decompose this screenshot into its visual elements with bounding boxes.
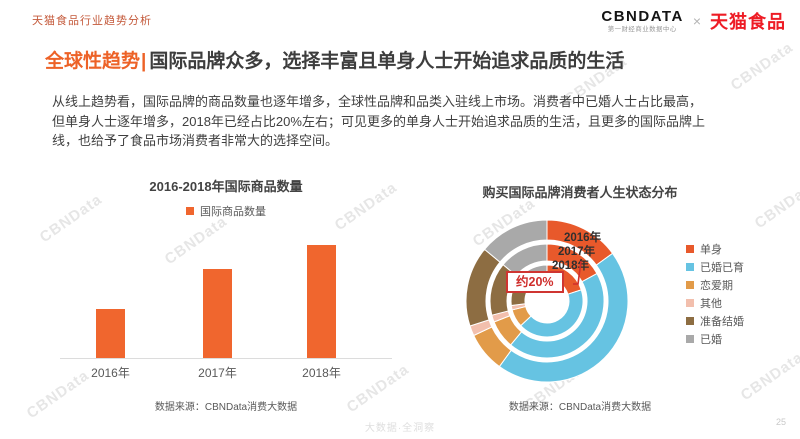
legend-swatch (186, 207, 194, 215)
legend-label: 恋爱期 (700, 280, 733, 292)
bar-chart-source: 数据来源：CBNData消费大数据 (154, 402, 298, 413)
intro-line: 线，也给予了食品市场消费者非常大的选择空间。 (52, 133, 339, 148)
page-number: 25 (775, 417, 786, 427)
annotation-callout: 约20% (506, 271, 564, 293)
cbndata-logo-subtitle: 第一财经商业数据中心 (608, 26, 678, 33)
bar-2018年 (307, 245, 336, 358)
legend-swatch (686, 245, 694, 253)
page-title-separator: | (141, 51, 147, 72)
legend-swatch (686, 281, 694, 289)
donut-segment-2016年-已婚 (483, 219, 548, 263)
donut-segment-2017年-已婚已育 (509, 272, 605, 359)
annotation-pointer-line (573, 260, 582, 285)
intro-line: 从线上趋势看，国际品牌的商品数量也逐年增多，全球性品牌和品类入驻线上市场。消费者… (52, 94, 703, 109)
donut-chart-title: 购买国际品牌消费者人生状态分布 (482, 185, 678, 200)
legend-item-其他: 其他 (686, 294, 744, 312)
donut-segment-2017年-已婚 (502, 243, 548, 277)
x-axis-label: 2016年 (91, 366, 130, 380)
legend-label: 准备结婚 (700, 316, 744, 328)
legend-label: 已婚已育 (700, 262, 744, 274)
legend-item-单身: 单身 (686, 240, 744, 258)
page-title-highlight: 全球性趋势 (45, 51, 141, 72)
legend-item-恋爱期: 恋爱期 (686, 276, 744, 294)
footer-slogan: 大数据·全洞察 (364, 423, 436, 434)
report-header-title: 天猫食品行业趋势分析 (32, 15, 152, 27)
donut-chart-source: 数据来源：CBNData消费大数据 (508, 402, 652, 413)
legend-swatch (686, 299, 694, 307)
legend-swatch (686, 335, 694, 343)
ring-year-label-2017: 2017年 (558, 246, 596, 258)
bar-2017年 (203, 269, 232, 358)
donut-segment-2018年-已婚已育 (520, 289, 584, 338)
logo-x-separator: × (692, 13, 701, 29)
donut-rings (465, 219, 629, 383)
bar-2016年 (96, 309, 125, 358)
legend-label: 已婚 (700, 334, 722, 346)
legend-label: 其他 (700, 298, 722, 310)
donut-chart: 购买国际品牌消费者人生状态分布 2016年 2017年 2018年 约20% 单… (440, 172, 800, 413)
legend-item-已婚: 已婚 (686, 330, 744, 348)
bar-chart: 2016-2018年国际商品数量 国际商品数量 2016年 2017年 2018年 … (60, 172, 392, 413)
bar-x-axis-labels: 2016年 2017年 2018年 (60, 364, 392, 380)
tmall-food-logo: 天猫食品 (710, 12, 786, 32)
x-axis-label: 2018年 (302, 366, 341, 380)
intro-paragraph: 从线上趋势看，国际品牌的商品数量也逐年增多，全球性品牌和品类入驻线上市场。消费者… (52, 92, 778, 151)
legend-item-准备结婚: 准备结婚 (686, 312, 744, 330)
ring-year-label-2016: 2016年 (564, 232, 602, 244)
intro-line: 但单身人士逐年增多，2018年已经占比20%左右；可见更多的单身人士开始追求品质… (52, 113, 705, 129)
bar-chart-legend: 国际商品数量 (60, 203, 392, 219)
legend-label: 国际商品数量 (200, 206, 266, 218)
bar-plot-area (60, 243, 392, 359)
legend-swatch (686, 317, 694, 325)
watermark: CBNData (727, 38, 797, 95)
legend-swatch (686, 263, 694, 271)
x-axis-label: 2017年 (198, 366, 237, 380)
legend-item-已婚已育: 已婚已育 (686, 258, 744, 276)
donut-legend: 单身已婚已育恋爱期其他准备结婚已婚 (686, 240, 744, 348)
cbndata-logo: CBNDATA 第一财经商业数据中心 (601, 9, 683, 33)
bar-chart-title: 2016-2018年国际商品数量 (149, 179, 303, 194)
page-title: 全球性趋势| 国际品牌众多，选择丰富且单身人士开始追求品质的生活 (45, 46, 624, 73)
page-title-rest: 国际品牌众多，选择丰富且单身人士开始追求品质的生活 (149, 51, 625, 72)
brand-lockup: CBNDATA 第一财经商业数据中心 × 天猫食品 (601, 8, 786, 34)
legend-label: 单身 (700, 244, 722, 256)
cbndata-logo-text: CBNDATA (601, 8, 684, 25)
